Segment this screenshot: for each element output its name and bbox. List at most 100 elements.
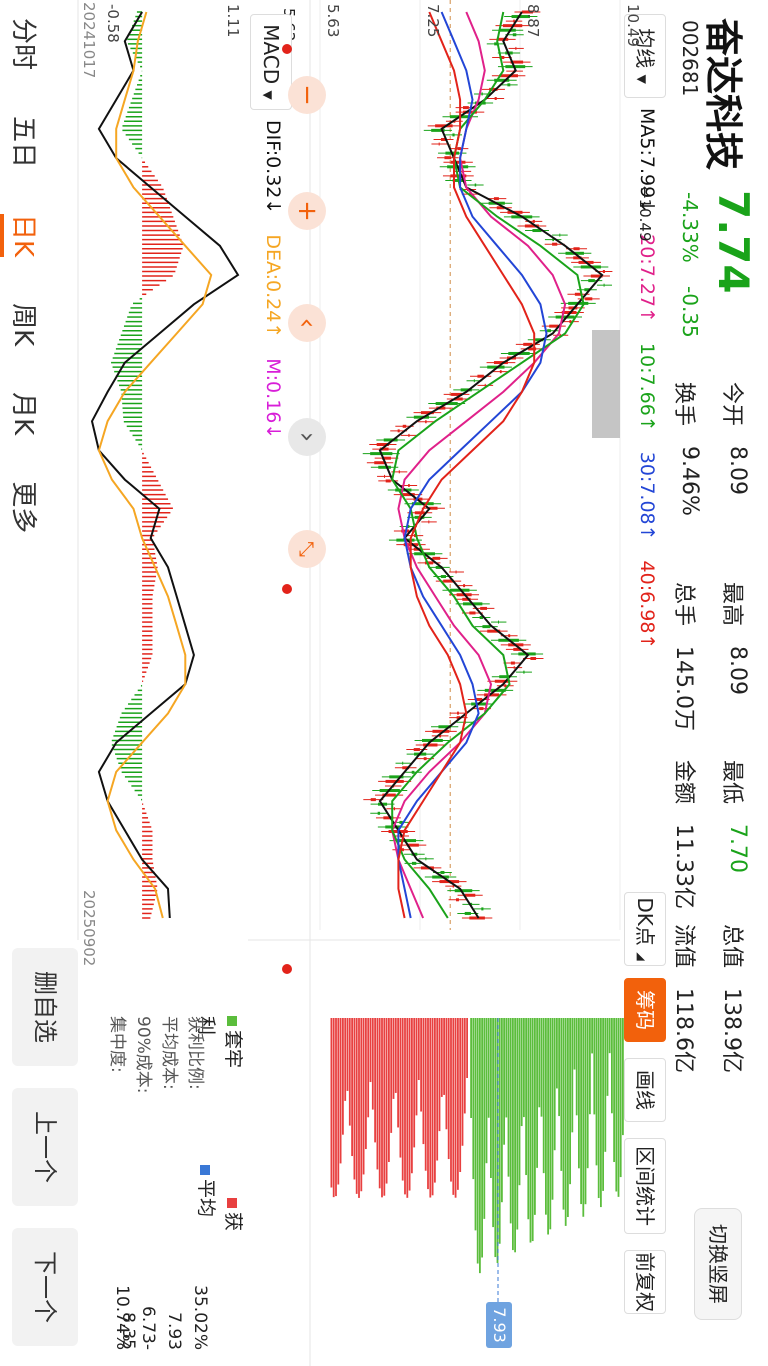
chip-bar-profit: [367, 1018, 370, 1118]
chip-bar-loss: [505, 1018, 508, 1118]
candle-body: [408, 433, 410, 437]
chip-bar-profit: [424, 1018, 427, 1171]
chip-bar-loss: [593, 1018, 596, 1115]
chip-bar-loss: [500, 1018, 503, 1203]
chevron-right-icon[interactable]: ›: [288, 418, 326, 456]
candle-body: [497, 620, 499, 624]
chip-bar-loss: [595, 1018, 598, 1166]
collapse-icon[interactable]: ⤡: [288, 530, 326, 568]
nav-button-2[interactable]: 下一个: [12, 1228, 78, 1346]
chip-bar-profit: [415, 1018, 418, 1116]
candle-body: [469, 611, 476, 615]
tab-1[interactable]: 五日: [8, 116, 38, 169]
candle-body: [512, 33, 517, 37]
chip-bar-profit: [443, 1018, 445, 1095]
nav-button-0[interactable]: 删自选: [12, 948, 78, 1066]
candle-body: [481, 907, 484, 911]
chevron-left-icon[interactable]: ‹: [288, 304, 326, 342]
chip-bar-loss: [573, 1018, 576, 1070]
candle-body: [555, 315, 575, 319]
candle-body: [423, 757, 427, 761]
candle-body: [438, 142, 440, 146]
chip-bar-loss: [514, 1018, 516, 1253]
candle-body: [523, 342, 533, 346]
chip-bar-profit: [351, 1018, 353, 1157]
chip-bar-profit: [397, 1018, 399, 1128]
tab-4[interactable]: 月K: [8, 392, 38, 436]
candle-body: [402, 761, 404, 765]
date-start: 20241017: [80, 2, 98, 79]
chip-bar-profit: [341, 1018, 344, 1135]
chip-bar-loss: [474, 1018, 477, 1231]
candle-body: [499, 74, 518, 78]
indicator-select[interactable]: MACD ▼: [250, 14, 292, 110]
candle-body: [463, 584, 466, 588]
chip-bar-profit: [436, 1018, 439, 1161]
chip-bar-loss: [615, 1018, 618, 1192]
candle-body: [384, 474, 386, 478]
chip-bar-loss: [597, 1018, 600, 1199]
chip-bar-loss: [503, 1018, 505, 1145]
chip-bar-loss: [483, 1018, 486, 1219]
chip-bar-profit: [456, 1018, 459, 1190]
chip-bar-profit: [431, 1018, 434, 1196]
chip-bar-profit: [406, 1018, 409, 1198]
chip-bar-profit: [459, 1018, 462, 1172]
chip-bar-loss: [562, 1018, 565, 1210]
tab-5[interactable]: 更多: [8, 481, 38, 534]
chip-bar-loss: [494, 1018, 497, 1258]
chip-legend-item: 套牢: [222, 1016, 244, 1088]
candle-body: [561, 310, 577, 314]
chip-distribution: [248, 939, 624, 1310]
candle-body: [474, 183, 477, 187]
candle-body: [481, 92, 483, 96]
candle-body: [462, 106, 469, 110]
candle-body: [521, 10, 533, 14]
chip-bar-profit: [408, 1018, 411, 1191]
signal-dot: [282, 964, 292, 974]
candle-body: [428, 520, 430, 524]
macd-legend-item: DEA:0.24↑: [262, 234, 284, 339]
chip-bar-loss: [512, 1018, 514, 1251]
y-tick-label: 5.63: [324, 4, 342, 38]
chip-bar-profit: [335, 1018, 337, 1197]
chip-bar-profit: [376, 1018, 379, 1170]
nav-button-1[interactable]: 上一个: [12, 1088, 78, 1206]
chip-bar-profit: [378, 1018, 381, 1189]
chip-bar-loss: [608, 1018, 611, 1054]
tab-3[interactable]: 周K: [8, 303, 38, 347]
chip-bar-profit: [385, 1018, 388, 1184]
ma-line-20: [391, 11, 567, 919]
chip-bar-loss: [558, 1018, 560, 1117]
chip-bar-profit: [410, 1018, 413, 1174]
candle-body: [402, 424, 407, 428]
chip-bar-loss: [580, 1018, 582, 1205]
zoom-in-icon[interactable]: +: [288, 192, 326, 230]
candle-body: [411, 861, 417, 865]
chip-bar-loss: [604, 1018, 607, 1152]
candle-body: [603, 283, 605, 287]
candle-body: [552, 242, 558, 246]
candle-body: [406, 843, 419, 847]
chip-bar-loss: [586, 1018, 589, 1169]
candle-body: [513, 666, 515, 670]
tab-0[interactable]: 分时: [8, 18, 38, 71]
chip-bar-profit: [450, 1018, 452, 1182]
zoom-out-icon[interactable]: −: [288, 76, 326, 114]
candle-body: [440, 870, 445, 874]
chip-bar-profit: [438, 1018, 441, 1132]
candle-body: [559, 233, 561, 237]
candle-body: [414, 511, 425, 515]
macd-legend: DIF:0.32↓ DEA:0.24↑ M:0.16↓: [262, 120, 284, 459]
chip-bar-profit: [364, 1018, 367, 1150]
chip-bar-loss: [540, 1018, 543, 1117]
candle-body: [482, 625, 491, 629]
avg-cost-tag: 7.93: [486, 1302, 512, 1348]
candle-body: [385, 779, 404, 783]
tab-2[interactable]: 日K: [0, 214, 38, 258]
chip-bar-loss: [498, 1018, 501, 1244]
chip-legend-item: 平均: [195, 1165, 217, 1237]
candles: [362, 10, 613, 920]
macd-legend-item: DIF:0.32↓: [262, 120, 284, 215]
